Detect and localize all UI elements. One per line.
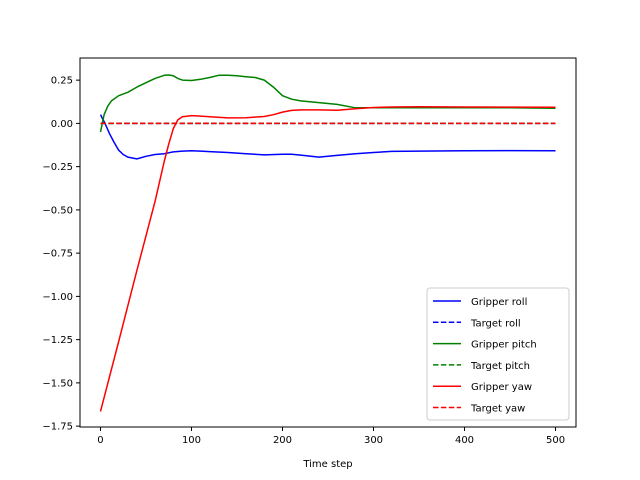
x-tick-label: 100 [182,435,201,446]
y-tick-label: −0.50 [42,205,73,216]
y-tick-label: −1.25 [42,335,73,346]
legend-label: Gripper yaw [471,382,532,393]
x-tick-label: 300 [364,435,383,446]
y-tick-label: 0.00 [51,119,73,130]
x-tick-label: 0 [97,435,103,446]
legend-label: Gripper pitch [471,340,537,351]
plot-frame [79,57,577,428]
y-tick-label: −1.00 [42,292,73,303]
series-line-gripper-pitch [99,74,556,133]
y-tick-label: −1.50 [42,378,73,389]
x-axis-label: Time step [302,459,352,470]
y-tick-label: 0.25 [51,76,73,87]
x-tick-label: 500 [546,435,565,446]
x-tick-label: 200 [273,435,292,446]
legend-label: Target yaw [470,404,525,415]
series-line-gripper-yaw [99,106,556,412]
y-tick-label: −0.75 [42,249,73,260]
y-tick-label: −1.75 [42,422,73,433]
plot-series [99,74,556,412]
series-line-gripper-roll [99,114,556,160]
legend-label: Target roll [470,318,521,329]
y-tick-label: −0.25 [42,162,73,173]
x-tick-label: 400 [455,435,474,446]
legend-box [426,287,570,421]
legend-label: Gripper roll [471,297,527,308]
legend: Gripper roll Target roll Gripper pitch Targ… [426,287,570,421]
x-axis-ticks: 0 100 200 300 400 500 [97,427,565,446]
y-axis-ticks: 0.25 0.00 −0.25 −0.50 −0.75 −1.00 −1.25 −1.50 −1… [42,76,80,433]
legend-label: Target pitch [470,361,530,372]
